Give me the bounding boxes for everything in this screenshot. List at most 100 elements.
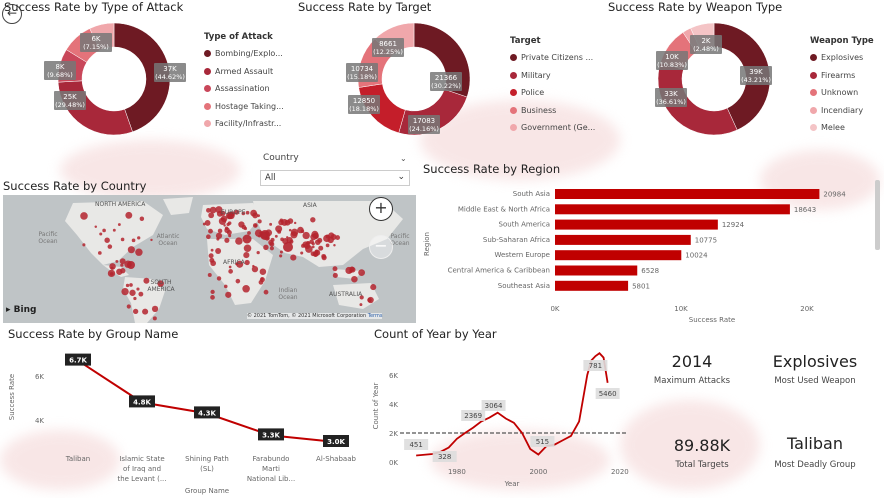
group-category-label: the Levant (...	[117, 475, 166, 483]
map-bubble	[238, 221, 245, 228]
map-bubble	[157, 280, 164, 287]
legend-dot-icon	[510, 54, 517, 62]
country-slicer-label: Country	[263, 153, 299, 163]
donut-data-label: 33K(36.61%)	[655, 88, 687, 107]
map-bubble	[311, 245, 315, 249]
map-bubble	[310, 251, 316, 257]
map-bubble	[224, 237, 230, 243]
year-xlabel: Year	[504, 480, 520, 488]
map-bubble	[107, 244, 113, 249]
map-bubble	[243, 252, 250, 259]
legend-item[interactable]: Private Citizens ...	[510, 49, 605, 67]
donut-slice	[713, 22, 771, 131]
map-bubble	[275, 225, 283, 233]
map-bubble	[370, 284, 377, 291]
legend-item[interactable]: Firearms	[810, 67, 882, 85]
map-bubble	[279, 254, 283, 258]
legend-item[interactable]: Facility/Infrastr...	[204, 115, 294, 133]
country-slicer-dropdown[interactable]: All ⌄	[260, 170, 410, 186]
map-bubble	[314, 249, 321, 256]
page-scrollbar[interactable]	[875, 180, 880, 250]
map-bubble	[221, 217, 224, 221]
legend-item[interactable]: Military	[510, 67, 605, 85]
kpi-group-value: Taliban	[787, 434, 843, 453]
background-splatter	[760, 150, 880, 210]
legend-label: Government (Ge...	[521, 123, 596, 133]
weapon-donut-chart: 2K(2.48%) 39K(43.21%) 10K(10.83%) 33K(36.61…	[655, 22, 772, 136]
map-title: Success Rate by Country	[3, 179, 147, 193]
map-bubble	[126, 304, 131, 309]
region-bar	[555, 280, 629, 291]
group-category-label: (SL)	[200, 465, 214, 473]
data-label-percent: (2.48%)	[693, 45, 719, 53]
legend-dot-icon	[810, 71, 817, 79]
map-bubble	[97, 251, 102, 255]
region-chart-title: Success Rate by Region	[423, 162, 561, 176]
map-bubble	[286, 236, 289, 239]
map-bubble	[259, 268, 267, 275]
region-bar	[555, 189, 820, 199]
map-bubble	[268, 239, 274, 246]
legend-item[interactable]: Armed Assault	[204, 63, 294, 81]
map-bubble	[210, 260, 217, 267]
year-data-label: 328	[432, 451, 457, 462]
map-bubble	[297, 226, 304, 234]
legend-item[interactable]: Explosives	[810, 49, 882, 67]
legend-item[interactable]: Government (Ge...	[510, 119, 605, 137]
map-bubble	[274, 234, 278, 238]
legend-dot-icon	[810, 89, 817, 97]
map-bubble	[318, 245, 324, 251]
year-data-label: 2369	[461, 410, 486, 421]
region-value-label: 5801	[632, 282, 650, 290]
map-label-australia: AUSTRALIA	[329, 291, 363, 298]
map-terms-link[interactable]: Terms	[367, 313, 383, 319]
zoom-out-button[interactable]: −	[369, 235, 393, 259]
legend-dot-icon	[810, 124, 817, 132]
legend-item[interactable]: Business	[510, 102, 605, 120]
map-bubble	[206, 207, 211, 213]
zoom-in-button[interactable]: +	[369, 197, 393, 221]
data-label-percent: (9.68%)	[47, 71, 73, 79]
map-bubble	[226, 214, 232, 219]
group-ytick: 6K	[35, 373, 44, 381]
legend-item[interactable]: Incendiary	[810, 102, 882, 120]
back-button[interactable]: ←	[2, 4, 22, 24]
region-value-label: 12924	[722, 221, 745, 229]
kpi-max-attacks-label: Maximum Attacks	[653, 376, 731, 386]
data-label-value: 4.3K	[198, 409, 216, 417]
legend-label: Explosives	[821, 53, 864, 63]
legend-item[interactable]: Hostage Taking...	[204, 98, 294, 116]
data-label-value: 515	[536, 438, 549, 446]
region-category-label: Southeast Asia	[498, 282, 550, 290]
legend-item[interactable]: Police	[510, 84, 605, 102]
region-value-label: 20984	[823, 191, 846, 199]
legend-label: Firearms	[821, 70, 856, 80]
data-label-percent: (29.48%)	[55, 101, 85, 109]
legend-item[interactable]: Unknown	[810, 84, 882, 102]
map-bubble	[235, 278, 241, 284]
donut-data-label: 37K(44.62%)	[154, 63, 186, 82]
map-bubble-large	[260, 230, 270, 240]
map-bubble	[202, 222, 206, 226]
data-label-percent: (43.21%)	[741, 76, 771, 84]
map-bubble	[133, 296, 137, 301]
legend-dot-icon	[204, 50, 211, 58]
map-bubble	[142, 308, 149, 315]
map-bubble	[332, 272, 338, 278]
slicer-collapse-icon[interactable]: ⌄	[400, 154, 407, 163]
legend-item[interactable]: Assassination	[204, 80, 294, 98]
map-bubble	[236, 260, 244, 268]
weapon-legend-title: Weapon Type	[810, 36, 874, 46]
country-map[interactable]: NORTH AMERICA EUROPE ASIA AFRICA SOUTH A…	[3, 195, 416, 323]
region-xtick: 20K	[800, 305, 814, 313]
legend-item[interactable]: Bombing/Explo...	[204, 45, 294, 63]
legend-item[interactable]: Melee	[810, 119, 882, 137]
data-label-box	[372, 38, 404, 57]
map-bubble	[94, 225, 98, 229]
map-label-pacific-west: Pacific Ocean	[38, 231, 58, 245]
legend-label: Business	[521, 105, 557, 115]
map-bubbles	[80, 206, 377, 321]
map-bubble	[215, 232, 223, 239]
data-label-value: 6K	[91, 35, 100, 43]
data-label-box	[408, 115, 440, 134]
